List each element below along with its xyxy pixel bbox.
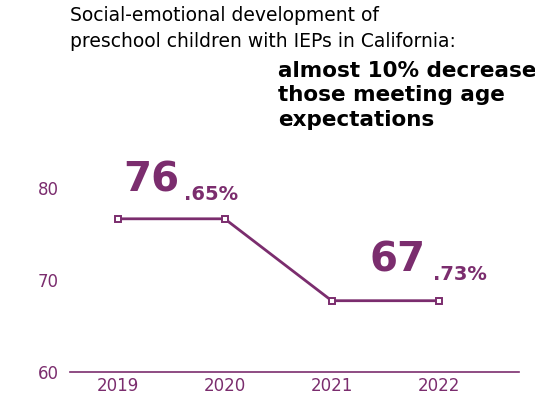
Text: .65%: .65% — [184, 185, 238, 204]
Text: expectations: expectations — [278, 110, 434, 130]
Text: almost 10% decrease in: almost 10% decrease in — [278, 61, 535, 81]
Text: 76: 76 — [123, 161, 179, 201]
Text: Social-emotional development of: Social-emotional development of — [70, 6, 378, 25]
Text: those meeting age: those meeting age — [278, 85, 505, 105]
Text: .73%: .73% — [433, 265, 487, 284]
Text: 67: 67 — [369, 241, 425, 281]
Text: preschool children with IEPs in California:: preschool children with IEPs in Californ… — [70, 32, 455, 51]
